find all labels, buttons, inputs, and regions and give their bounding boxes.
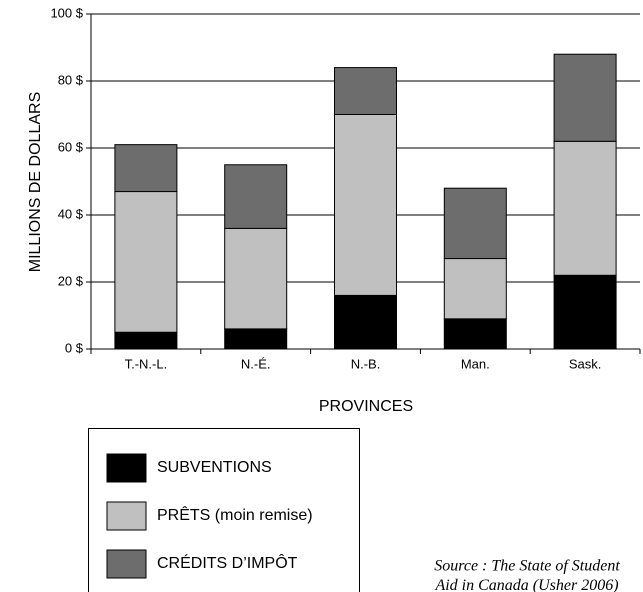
y-tick-label: 0 $ bbox=[65, 340, 84, 355]
legend-label: SUBVENTIONS bbox=[157, 459, 272, 476]
x-tick-label: Man. bbox=[461, 356, 490, 371]
bar-segment bbox=[224, 164, 288, 229]
source-note: Source : The State of Student bbox=[434, 558, 620, 575]
x-tick-label: N.-B. bbox=[351, 356, 381, 371]
bar-segment bbox=[443, 187, 507, 260]
bar-segment bbox=[114, 191, 178, 333]
bar-segment bbox=[443, 318, 507, 350]
bar-segment bbox=[553, 274, 617, 350]
legend-swatch bbox=[106, 549, 147, 579]
bar-segment bbox=[224, 328, 288, 350]
legend-label: CRÉDITS D’IMPÔT bbox=[157, 553, 298, 572]
bar-segment bbox=[553, 140, 617, 276]
legend-swatch bbox=[106, 453, 147, 483]
y-tick-label: 40 $ bbox=[58, 206, 84, 221]
y-tick-label: 20 $ bbox=[58, 273, 84, 288]
bar-segment bbox=[334, 67, 397, 115]
x-tick-label: T.-N.-L. bbox=[125, 356, 168, 371]
bar-segment bbox=[334, 114, 397, 296]
source-note: Aid in Canada (Usher 2006) bbox=[434, 577, 618, 592]
y-tick-label: 80 $ bbox=[58, 72, 84, 87]
y-axis-label: MILLIONS DE DOLLARS bbox=[27, 92, 44, 273]
x-tick-label: Sask. bbox=[569, 356, 602, 371]
legend-label: PRÊTS (moin remise) bbox=[157, 505, 313, 524]
bar-segment bbox=[334, 294, 397, 350]
bar-segment bbox=[553, 53, 617, 142]
legend-swatch bbox=[106, 501, 147, 531]
x-tick-label: N.-É. bbox=[241, 356, 271, 371]
bar-segment bbox=[443, 258, 507, 320]
bar-segment bbox=[114, 144, 178, 193]
bar-segment bbox=[224, 227, 288, 330]
bar-segment bbox=[114, 331, 178, 350]
x-axis-label: PROVINCES bbox=[319, 398, 413, 415]
y-tick-label: 60 $ bbox=[58, 139, 84, 154]
y-tick-label: 100 $ bbox=[50, 5, 83, 20]
legend-box bbox=[88, 428, 360, 592]
